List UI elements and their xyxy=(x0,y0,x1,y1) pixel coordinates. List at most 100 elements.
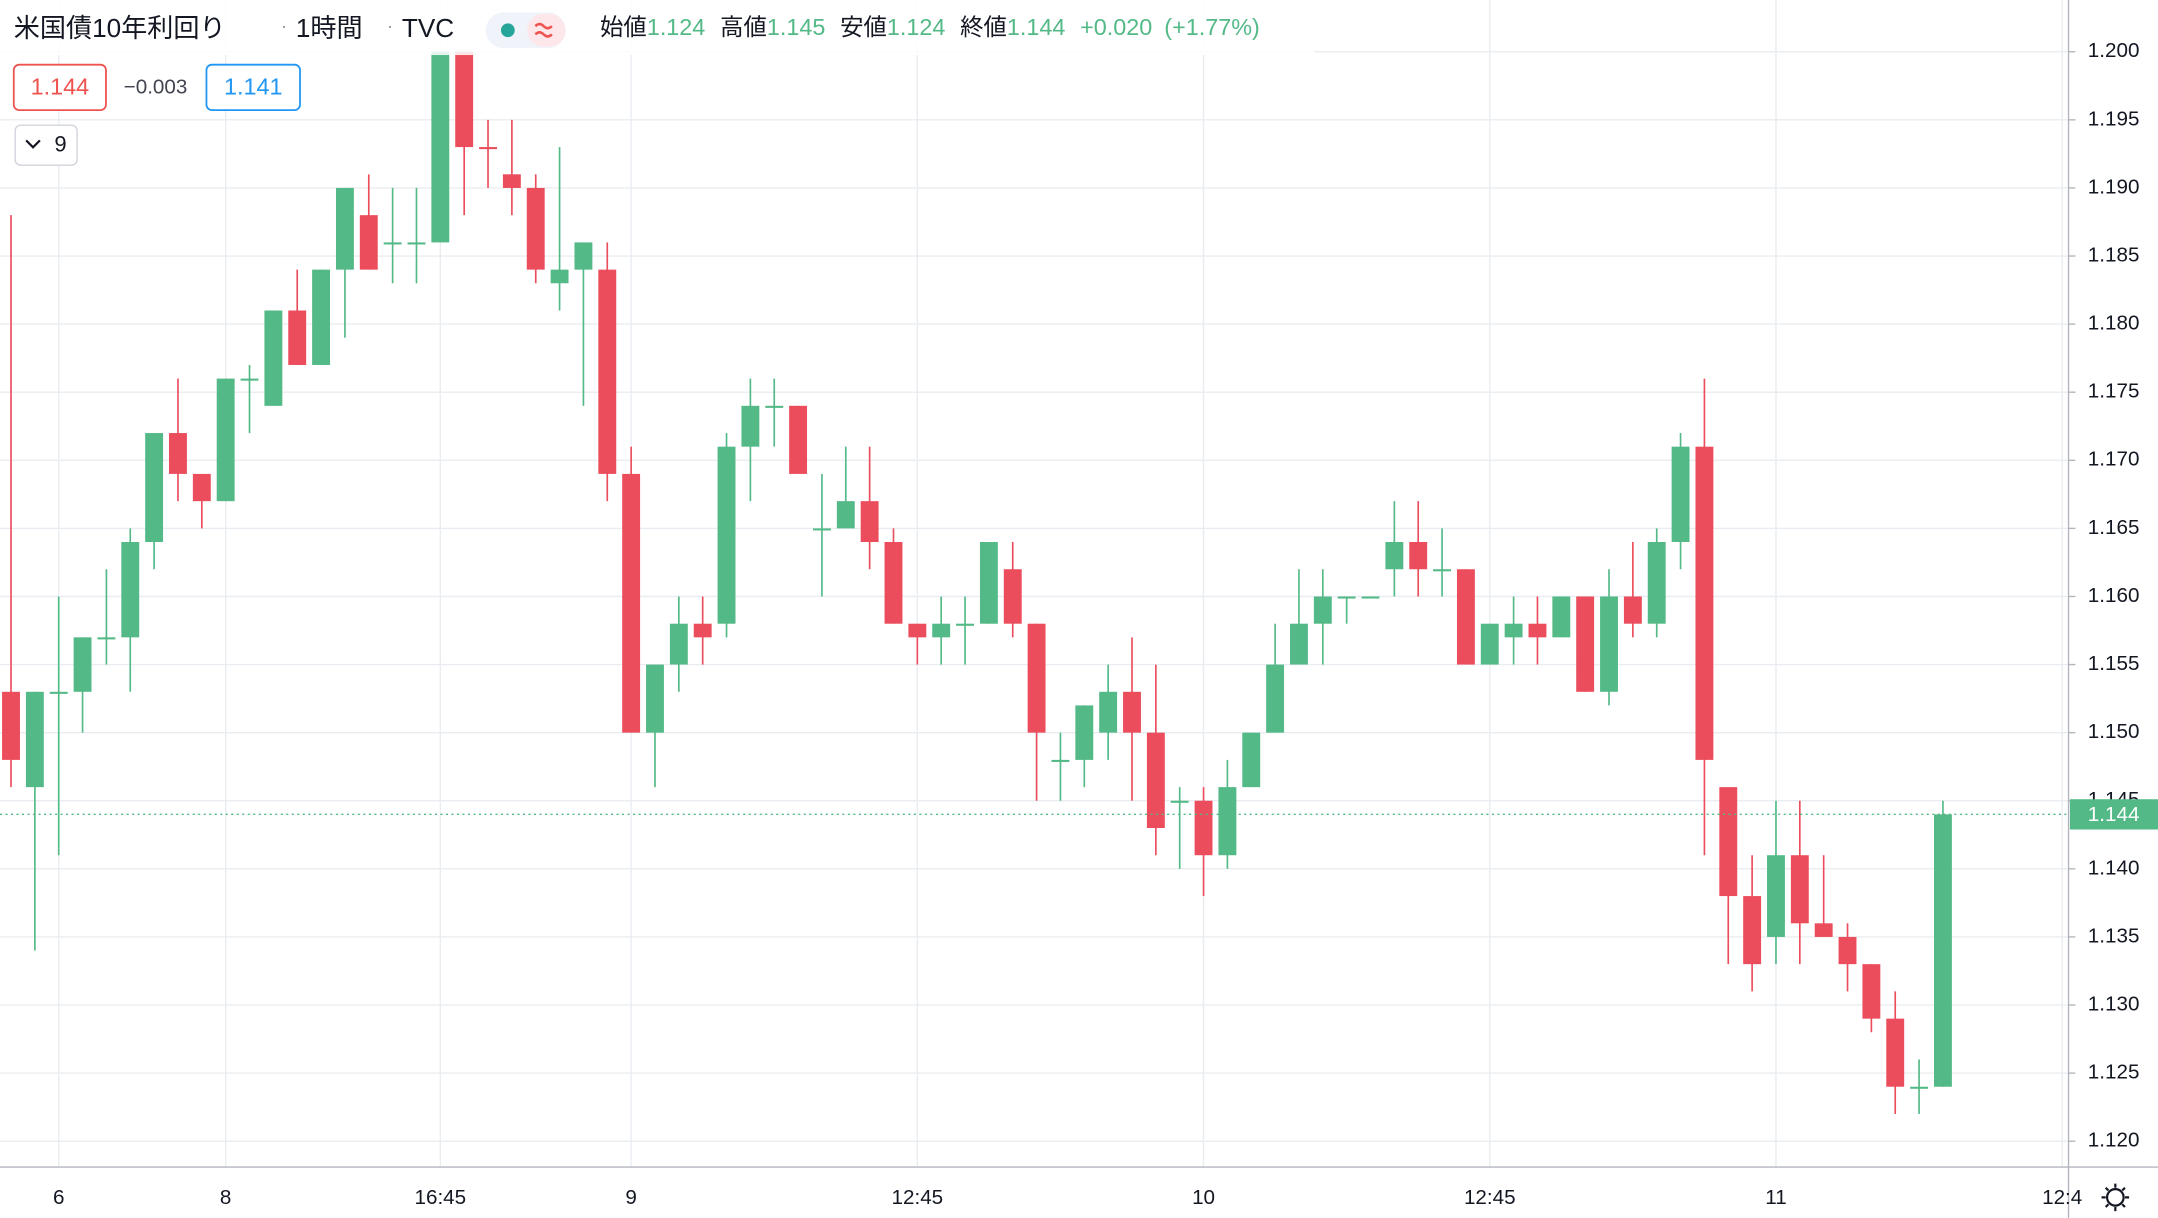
candle-body xyxy=(1266,664,1285,733)
open-value: 1.124 xyxy=(647,14,706,40)
x-tick-label: 16:45 xyxy=(415,1186,467,1209)
candle-body xyxy=(335,187,354,270)
candles xyxy=(0,51,2069,1114)
y-tick-label: 1.130 xyxy=(2088,992,2140,1015)
axis-layer: 1.1201.1251.1301.1351.1401.1451.1501.155… xyxy=(53,39,2158,1209)
candle-body xyxy=(1337,596,1356,599)
candle-body xyxy=(1862,964,1881,1019)
high-value: 1.145 xyxy=(767,14,826,40)
separator: · xyxy=(281,17,287,38)
candle-body xyxy=(479,147,497,150)
candle-body xyxy=(1433,569,1452,572)
candle-body xyxy=(431,51,450,243)
sell-button[interactable] xyxy=(12,63,107,111)
last-price-label: 1.144 xyxy=(2088,803,2140,826)
candle-body xyxy=(1767,855,1785,937)
candle-body xyxy=(526,187,545,270)
source: TVC xyxy=(402,13,454,43)
grid-layer xyxy=(0,0,2069,1168)
close-value: 1.144 xyxy=(1007,14,1066,40)
indicators-toggle[interactable] xyxy=(14,124,78,166)
candle-body xyxy=(1027,623,1046,733)
candle-body xyxy=(1194,800,1213,856)
candle-body xyxy=(383,242,402,245)
buy-button[interactable] xyxy=(205,63,301,111)
candle-body xyxy=(73,637,92,692)
ask-price: 1.141 xyxy=(224,73,283,99)
candle-body xyxy=(1719,787,1738,897)
candle-body xyxy=(932,623,951,638)
x-tick-label: 12:45 xyxy=(1464,1186,1516,1209)
y-tick-label: 1.160 xyxy=(2088,584,2140,607)
y-tick-label: 1.150 xyxy=(2088,720,2140,743)
header: 米国債10年利回り · 1時間 · TVC 始値1.124 高値1.145 安値… xyxy=(0,0,1315,166)
candle-body xyxy=(717,446,736,624)
candle-body xyxy=(1838,936,1857,965)
candle-body xyxy=(1886,1018,1905,1087)
candle-body xyxy=(646,664,664,733)
market-status-dot xyxy=(500,23,515,38)
x-tick-label: 6 xyxy=(53,1186,64,1209)
x-tick-label: 12:4 xyxy=(2042,1186,2082,1209)
candle-body xyxy=(1003,569,1022,624)
candle-body xyxy=(1099,691,1118,733)
candle-body xyxy=(1814,923,1833,937)
y-tick-label: 1.190 xyxy=(2088,175,2140,198)
candle-body xyxy=(1695,446,1714,760)
x-tick-label: 12:45 xyxy=(892,1186,944,1209)
candle-body xyxy=(407,242,426,245)
candle-body xyxy=(1933,814,1952,1087)
candle-body xyxy=(1743,896,1762,965)
candle-body xyxy=(550,269,569,284)
candle-body xyxy=(1075,705,1094,760)
candle-body xyxy=(669,623,688,665)
y-tick-label: 1.120 xyxy=(2088,1129,2140,1152)
candle-body xyxy=(789,405,808,474)
candle-body xyxy=(1218,787,1237,856)
candle-body xyxy=(502,174,521,188)
bid-price: 1.144 xyxy=(31,73,89,99)
close-label: 終値 xyxy=(960,14,1007,40)
candle-body xyxy=(836,501,855,529)
candle-body xyxy=(1361,596,1380,599)
candle-body xyxy=(216,378,235,502)
candle-body xyxy=(1647,542,1666,624)
open-label: 始値 xyxy=(600,14,647,40)
candle-body xyxy=(1504,623,1523,638)
interval: 1時間 xyxy=(296,13,363,43)
candle-body xyxy=(908,623,927,638)
symbol-title: 米国債10年利回り xyxy=(14,13,226,43)
candle-body xyxy=(598,269,617,474)
candle-body xyxy=(25,691,44,788)
candle-body xyxy=(359,215,378,270)
candle-body xyxy=(1290,623,1308,665)
candle-body xyxy=(192,473,211,502)
indicators-count: 9 xyxy=(54,132,66,157)
settings-button[interactable] xyxy=(2101,1183,2130,1212)
candle-body xyxy=(49,691,68,694)
candle-body xyxy=(1623,596,1642,624)
candle-body xyxy=(1910,1086,1929,1089)
candle-body xyxy=(622,473,641,733)
gear-ring xyxy=(2105,1187,2125,1207)
delay-badge xyxy=(527,13,566,47)
change: +0.020 xyxy=(1080,14,1152,40)
candle-body xyxy=(1480,623,1499,665)
candle-body xyxy=(1242,732,1261,788)
candle-body xyxy=(1170,800,1189,803)
candle-body xyxy=(812,528,831,531)
candle-body xyxy=(1790,855,1809,924)
candle-body xyxy=(97,637,116,640)
delay-icon xyxy=(534,22,553,38)
candle-body xyxy=(956,623,974,626)
last-price-box xyxy=(2069,799,2158,830)
spread: −0.003 xyxy=(124,76,188,99)
high-label: 高値 xyxy=(720,14,767,40)
y-tick-label: 1.165 xyxy=(2088,516,2140,539)
x-tick-label: 10 xyxy=(1192,1186,1215,1209)
candle-body xyxy=(1528,623,1547,638)
y-tick-label: 1.140 xyxy=(2088,856,2140,879)
